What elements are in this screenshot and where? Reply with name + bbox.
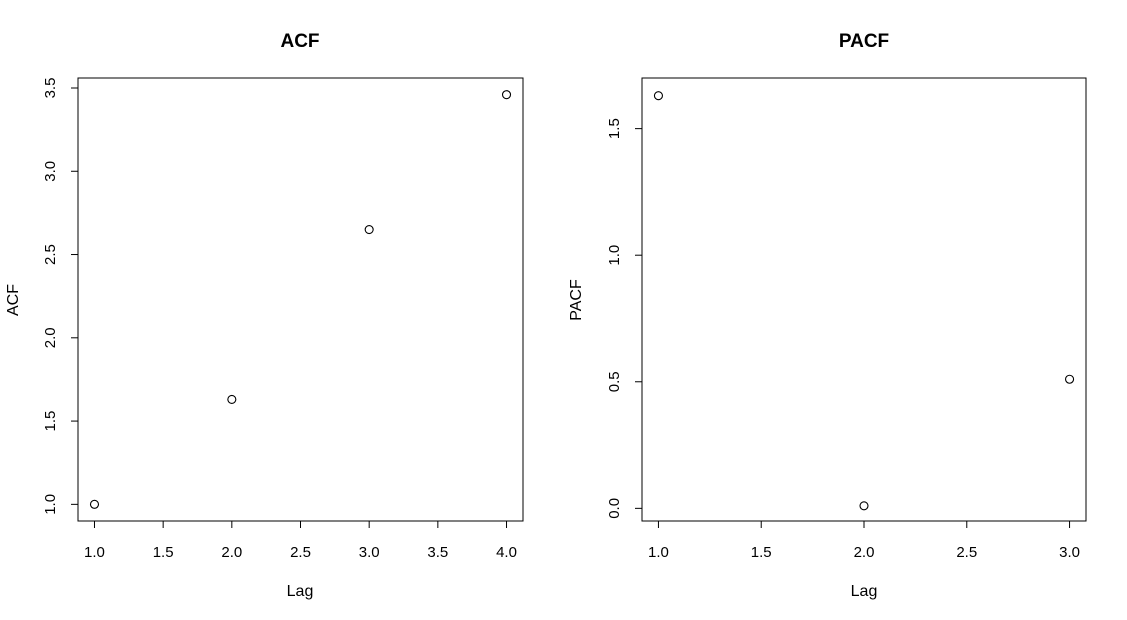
pacf-y-tick-label: 0.0 [606, 498, 623, 519]
acf-y-tick-label: 3.5 [42, 78, 59, 99]
pacf-y-tick-label: 0.5 [606, 371, 623, 392]
acf-point [501, 90, 512, 100]
acf-x-axis-label: Lag [287, 583, 314, 600]
acf-points [89, 90, 512, 509]
pacf-y-axis: 0.0 0.5 1.0 1.5 [606, 118, 643, 519]
pacf-x-tick-label: 1.5 [751, 544, 772, 561]
acf-panel: ACF 1.0 1.5 2.0 2.5 3.0 3.5 4.0 1.0 1.5 2.0 2.5 3.… [5, 31, 524, 600]
pacf-x-tick-label: 1.0 [648, 544, 669, 561]
pacf-x-tick-label: 2.5 [956, 544, 977, 561]
acf-y-tick-label: 1.0 [42, 494, 59, 515]
acf-y-tick-label: 2.5 [42, 244, 59, 265]
pacf-x-axis: 1.0 1.5 2.0 2.5 3.0 [648, 520, 1080, 561]
pacf-x-axis-label: Lag [851, 583, 878, 600]
acf-point [89, 499, 100, 509]
pacf-point [1065, 374, 1075, 384]
pacf-plot-frame [641, 77, 1087, 522]
acf-y-tick-label: 3.0 [42, 161, 59, 182]
pacf-point [859, 501, 869, 511]
acf-plot-frame [77, 77, 524, 522]
pacf-point [653, 91, 663, 101]
pacf-points [653, 91, 1075, 511]
pacf-y-axis-label: PACF [568, 279, 585, 321]
acf-y-axis-label: ACF [5, 284, 22, 316]
acf-y-axis: 1.0 1.5 2.0 2.5 3.0 3.5 [42, 78, 79, 515]
pacf-panel: PACF 1.0 1.5 2.0 2.5 3.0 0.0 0.5 1.0 1.5 Lag PA… [568, 31, 1087, 600]
pacf-chart-title: PACF [839, 31, 889, 52]
acf-x-tick-label: 2.0 [221, 544, 242, 561]
acf-x-tick-label: 1.5 [153, 544, 174, 561]
acf-x-tick-label: 2.5 [290, 544, 311, 561]
acf-x-tick-label: 3.5 [427, 544, 448, 561]
pacf-x-tick-label: 2.0 [854, 544, 875, 561]
acf-chart-title: ACF [280, 31, 319, 52]
acf-y-tick-label: 2.0 [42, 327, 59, 348]
acf-x-tick-label: 3.0 [359, 544, 380, 561]
pacf-x-tick-label: 3.0 [1059, 544, 1080, 561]
acf-point [227, 394, 237, 404]
acf-x-tick-label: 4.0 [496, 544, 517, 561]
acf-point [364, 225, 374, 235]
acf-y-tick-label: 1.5 [42, 411, 59, 432]
acf-x-tick-label: 1.0 [84, 544, 105, 561]
acf-x-axis: 1.0 1.5 2.0 2.5 3.0 3.5 4.0 [84, 520, 517, 561]
pacf-y-tick-label: 1.0 [606, 245, 623, 266]
pacf-y-tick-label: 1.5 [606, 118, 623, 139]
